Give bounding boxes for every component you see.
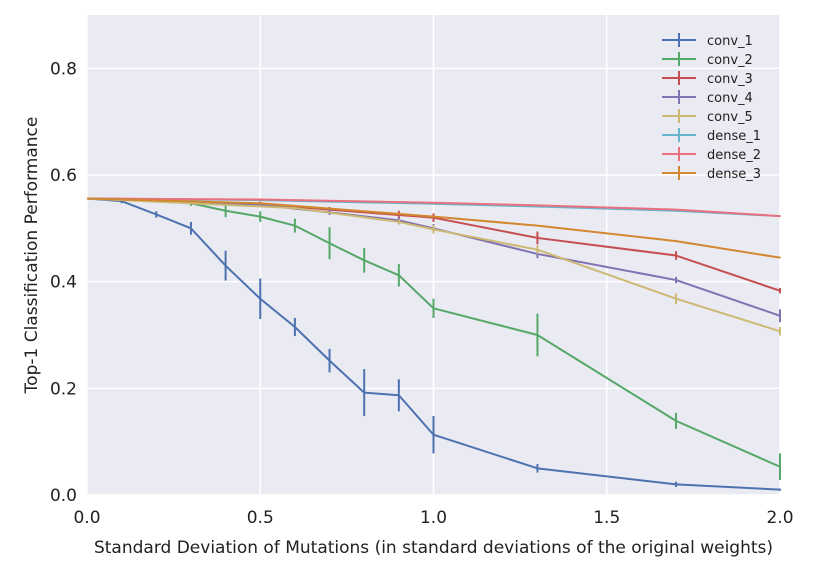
y-tick-label-4: 0.8 <box>50 59 77 79</box>
grid-lines <box>86 15 781 496</box>
legend-label-conv_3: conv_3 <box>707 72 753 87</box>
legend-item-conv_3: conv_3 <box>662 71 753 87</box>
series-line-dense_3 <box>86 197 781 259</box>
y-tick-label-3: 0.6 <box>50 166 77 186</box>
y-tick-label-0: 0.0 <box>50 486 77 506</box>
series-conv_1 <box>86 197 781 491</box>
y-tick-label-2: 0.4 <box>50 273 77 293</box>
x-axis-label: Standard Deviation of Mutations (in stan… <box>94 538 773 558</box>
legend-label-dense_1: dense_1 <box>707 129 761 144</box>
x-axis-ticks: 0.0 0.5 1.0 1.5 2.0 <box>73 508 793 528</box>
series-line-conv_1 <box>86 197 781 491</box>
legend: conv_1 conv_2 conv_3 conv_4 conv_5 dense_1den… <box>662 33 761 182</box>
legend-item-conv_4: conv_4 <box>662 90 753 106</box>
legend-label-conv_5: conv_5 <box>707 110 753 125</box>
legend-label-conv_1: conv_1 <box>707 34 753 49</box>
series-dense_2 <box>86 197 781 218</box>
series-line-dense_2 <box>86 197 781 218</box>
x-tick-label-2: 1.0 <box>420 508 447 528</box>
legend-item-conv_1: conv_1 <box>662 33 753 49</box>
x-tick-label-3: 1.5 <box>593 508 620 528</box>
y-tick-label-1: 0.2 <box>50 379 77 399</box>
series-conv_5 <box>86 197 781 336</box>
y-axis-ticks: 0.0 0.2 0.4 0.6 0.8 <box>50 59 77 506</box>
legend-label-conv_4: conv_4 <box>707 91 753 106</box>
x-tick-label-1: 0.5 <box>247 508 274 528</box>
legend-item-conv_2: conv_2 <box>662 52 753 68</box>
series-layer <box>86 197 781 491</box>
legend-label-dense_2: dense_2 <box>707 148 761 163</box>
y-axis-label: Top-1 Classification Performance <box>22 117 42 395</box>
x-tick-label-4: 2.0 <box>766 508 793 528</box>
series-dense_3 <box>86 197 781 259</box>
legend-label-dense_3: dense_3 <box>707 167 761 182</box>
legend-item-dense_3: dense_3 <box>662 166 761 182</box>
legend-item-conv_5: conv_5 <box>662 109 753 125</box>
legend-item-dense_1: dense_1 <box>662 128 761 144</box>
legend-label-conv_2: conv_2 <box>707 53 753 68</box>
legend-item-dense_2: dense_2 <box>662 147 761 163</box>
x-tick-label-0: 0.0 <box>73 508 100 528</box>
